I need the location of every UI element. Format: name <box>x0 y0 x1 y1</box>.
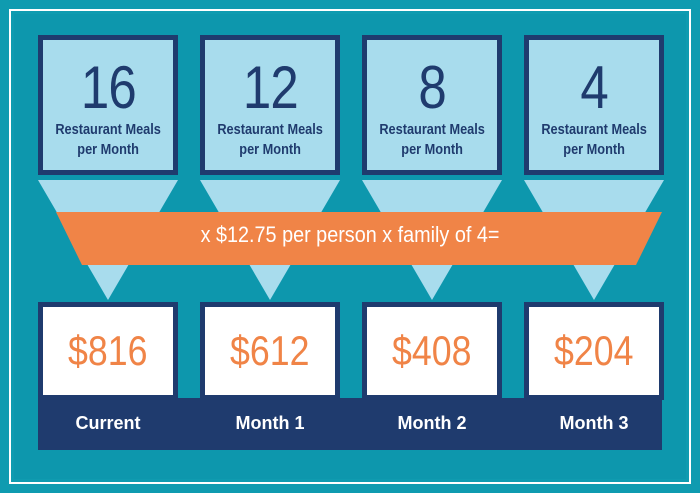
amount-value: $204 <box>554 327 634 374</box>
meal-box-1: 16 Restaurant Meals per Month <box>38 35 178 175</box>
meal-label-line2: per Month <box>401 141 463 158</box>
meal-label-line2: per Month <box>239 141 301 158</box>
amount-box-2: $612 <box>200 302 340 400</box>
period-label-current: Current <box>75 413 141 433</box>
period-label-month-1: Month 1 <box>235 413 305 433</box>
meal-label-line2: per Month <box>77 141 139 158</box>
meal-label: Restaurant Meals per Month <box>541 120 647 160</box>
meal-count: 8 <box>418 54 446 121</box>
meal-label-line1: Restaurant Meals <box>217 121 323 138</box>
meal-label: Restaurant Meals per Month <box>379 120 485 160</box>
meal-label-line1: Restaurant Meals <box>55 121 161 138</box>
inner-frame-line <box>9 9 691 484</box>
meal-label: Restaurant Meals per Month <box>217 120 323 160</box>
period-bar <box>38 398 662 450</box>
formula-text-wrap: x $12.75 per person x family of 4= <box>38 222 662 248</box>
meal-label-line1: Restaurant Meals <box>379 121 485 138</box>
amount-box-3: $408 <box>362 302 502 400</box>
meal-box-3: 8 Restaurant Meals per Month <box>362 35 502 175</box>
formula-text: x $12.75 per person x family of 4= <box>200 222 500 247</box>
amount-box-4: $204 <box>524 302 664 400</box>
period-label-month-3: Month 3 <box>559 413 629 433</box>
meal-count: 12 <box>242 54 298 121</box>
meal-label-line1: Restaurant Meals <box>541 121 647 138</box>
period-label-month-2: Month 2 <box>397 413 467 433</box>
meal-count: 16 <box>80 54 136 121</box>
amount-value: $408 <box>392 327 472 374</box>
meal-label-line2: per Month <box>563 141 625 158</box>
amount-value: $612 <box>230 327 310 374</box>
meal-label: Restaurant Meals per Month <box>55 120 161 160</box>
amount-box-1: $816 <box>38 302 178 400</box>
amount-value: $816 <box>68 327 148 374</box>
formula-banner <box>56 212 662 265</box>
meal-count: 4 <box>580 54 608 121</box>
meal-box-2: 12 Restaurant Meals per Month <box>200 35 340 175</box>
meal-box-4: 4 Restaurant Meals per Month <box>524 35 664 175</box>
